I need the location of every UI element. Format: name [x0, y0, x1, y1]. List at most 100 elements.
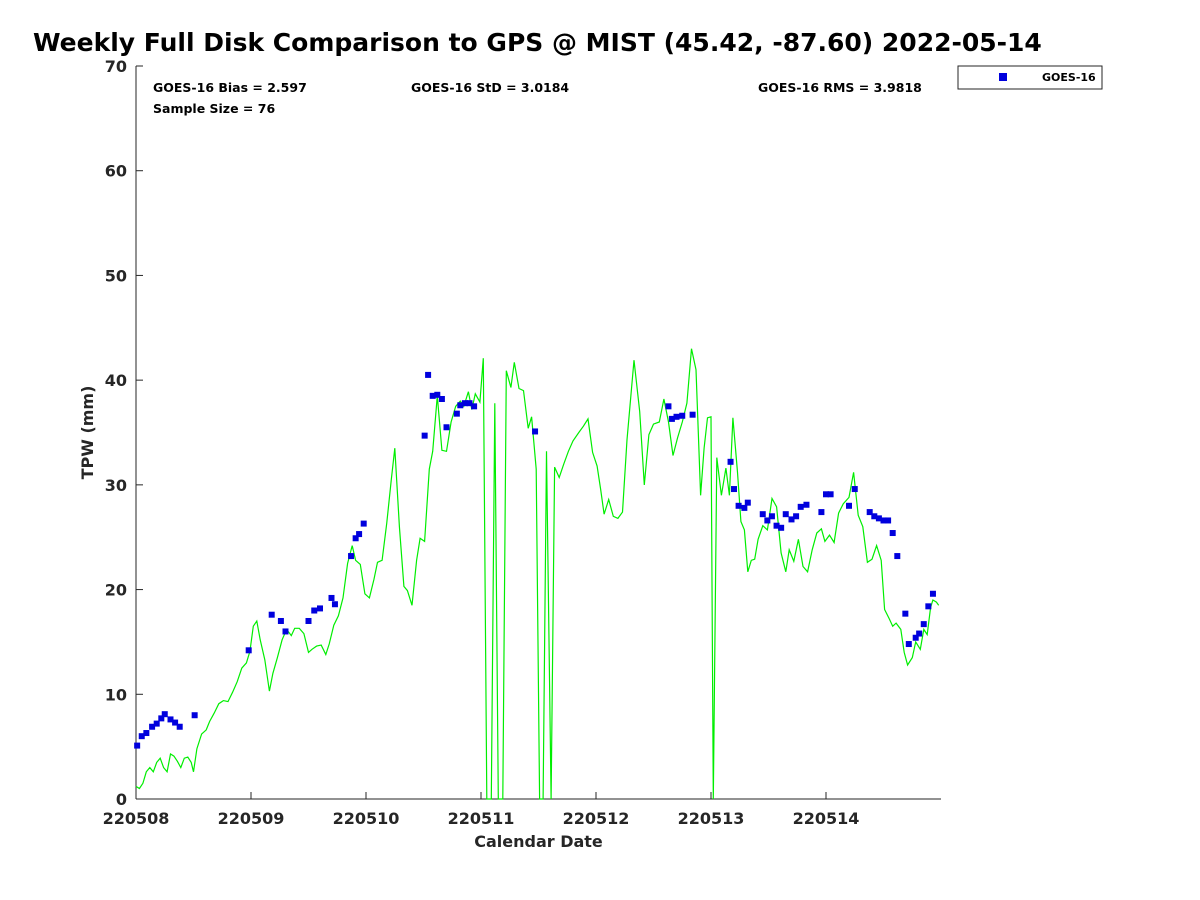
goes-point: [916, 630, 923, 637]
goes-point: [759, 511, 766, 518]
goes-point: [331, 601, 338, 608]
goes-point: [461, 400, 468, 407]
goes-point: [788, 516, 795, 523]
goes-point: [731, 486, 737, 493]
y-tick-label: 40: [105, 371, 127, 390]
y-tick-label: 20: [105, 581, 127, 600]
goes-point: [149, 723, 156, 730]
legend: GOES-16: [957, 65, 1103, 90]
x-tick-label: 220508: [103, 809, 170, 828]
goes-point: [457, 402, 464, 409]
goes-point: [360, 520, 367, 527]
x-tick-label: 220513: [678, 809, 745, 828]
goes-point: [305, 617, 312, 624]
goes-point: [161, 711, 168, 718]
goes-point: [744, 499, 751, 506]
goes-point: [866, 509, 873, 516]
goes-point: [245, 647, 252, 654]
y-axis-title: TPW (mm): [78, 386, 97, 480]
goes-point: [277, 617, 284, 624]
goes-point: [143, 730, 150, 737]
std-stat: GOES-16 StD = 3.0184: [411, 80, 569, 95]
goes-point: [421, 432, 428, 439]
chart-title: Weekly Full Disk Comparison to GPS @ MIS…: [33, 28, 1042, 57]
x-axis-title: Calendar Date: [474, 832, 603, 851]
goes-point: [902, 610, 909, 617]
y-tick-label: 10: [105, 685, 127, 704]
goes-point: [905, 641, 912, 648]
y-tick-label: 30: [105, 476, 127, 495]
goes-point: [317, 605, 323, 612]
legend-label: GOES-16: [1042, 71, 1096, 84]
y-tick-label: 70: [105, 57, 127, 76]
goes-point: [827, 491, 834, 498]
goes-point: [773, 522, 780, 529]
goes-point: [138, 733, 145, 740]
goes-point: [443, 424, 450, 431]
axes: [135, 65, 941, 800]
goes-point: [778, 524, 785, 531]
goes-point: [453, 410, 460, 417]
goes-point: [328, 594, 335, 601]
goes-point: [894, 553, 901, 560]
x-tick-label: 220511: [448, 809, 515, 828]
goes-point: [434, 391, 441, 398]
legend-marker: [999, 73, 1007, 81]
sample-size-stat: Sample Size = 76: [153, 101, 275, 116]
goes-point: [153, 720, 160, 727]
goes-point: [741, 504, 748, 511]
gps-line-path: [135, 348, 940, 800]
axis-labels: 0 10 20 30 40 50 60 70 220508 220509 220510 220511 2…: [78, 57, 859, 851]
goes-point: [782, 511, 789, 518]
goes-point: [532, 428, 539, 435]
goes-point: [846, 502, 852, 509]
goes-point: [727, 458, 734, 465]
goes-point: [925, 603, 932, 610]
goes-point: [172, 719, 179, 726]
legend-box: [957, 65, 1103, 90]
goes-point: [823, 491, 829, 498]
goes-point: [929, 590, 936, 597]
goes-point: [793, 513, 800, 520]
rms-stat: GOES-16 RMS = 3.9818: [758, 80, 922, 95]
goes-point: [912, 634, 919, 641]
goes-point: [134, 742, 141, 749]
goes-point: [818, 509, 825, 516]
bias-stat: GOES-16 Bias = 2.597: [153, 80, 307, 95]
goes-point: [466, 400, 473, 407]
goes-point: [764, 517, 771, 524]
gps-series-line: [135, 348, 940, 800]
goes-point: [282, 628, 289, 635]
goes-point: [871, 513, 878, 520]
y-tick-label: 60: [105, 162, 127, 181]
goes-point: [425, 371, 432, 378]
goes-point: [851, 486, 858, 493]
goes-point: [797, 503, 804, 510]
goes-series-points: [134, 371, 936, 749]
goes-point: [673, 413, 680, 420]
x-tick-label: 220514: [793, 809, 860, 828]
y-tick-label: 50: [105, 266, 127, 285]
goes-point: [167, 716, 174, 723]
goes-point: [352, 535, 359, 542]
goes-point: [438, 395, 445, 402]
goes-point: [689, 411, 696, 418]
goes-point: [880, 517, 887, 524]
stats-annotations: GOES-16 Bias = 2.597 Sample Size = 76 GOES…: [153, 80, 922, 116]
goes-point: [348, 553, 355, 560]
goes-point: [158, 715, 165, 722]
goes-point: [665, 403, 672, 410]
goes-point: [356, 531, 363, 538]
goes-point: [920, 621, 927, 628]
goes-point: [668, 415, 675, 422]
goes-point: [176, 723, 183, 730]
goes-point: [191, 712, 198, 719]
goes-point: [429, 392, 436, 399]
goes-point: [885, 517, 892, 524]
goes-point: [311, 607, 318, 614]
goes-point: [471, 403, 478, 410]
x-tick-label: 220510: [333, 809, 400, 828]
x-tick-label: 220512: [563, 809, 630, 828]
y-tick-label: 0: [116, 790, 127, 809]
